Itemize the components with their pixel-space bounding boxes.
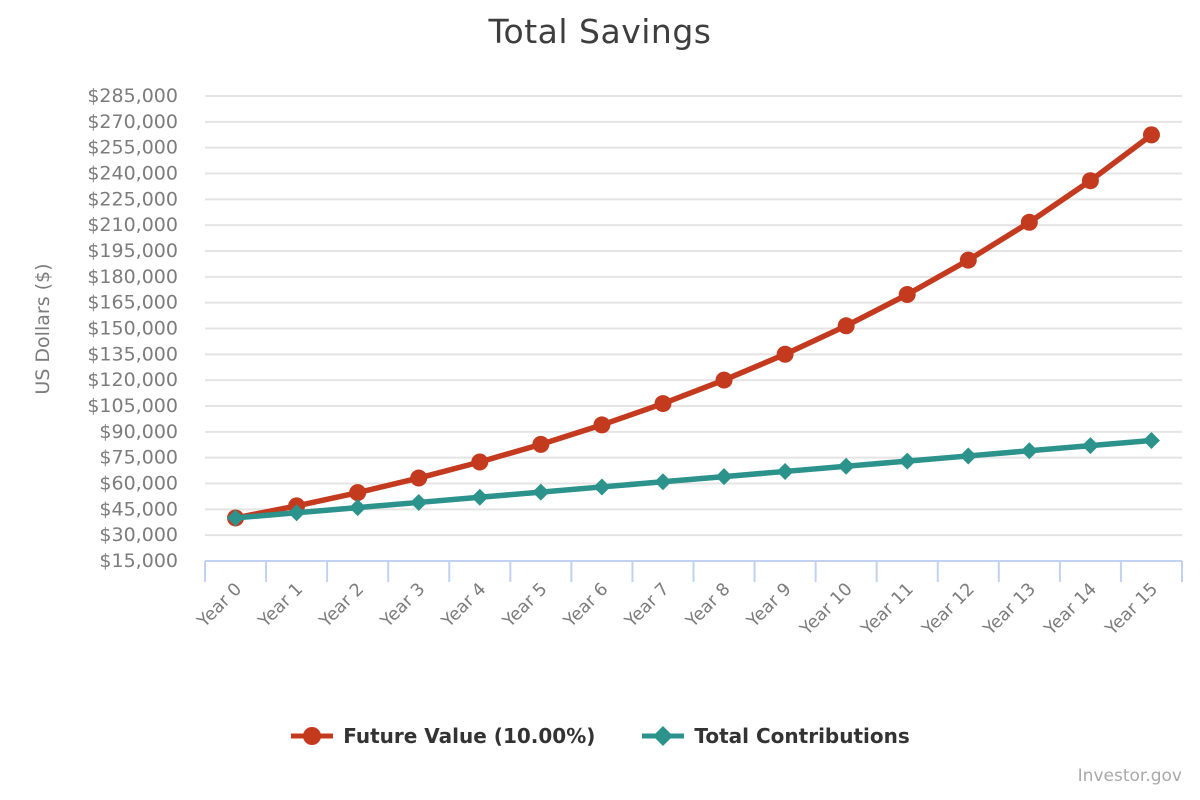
- data-point[interactable]: [471, 488, 489, 506]
- series-line-0: [232, 132, 1155, 521]
- circle-marker-icon: [303, 727, 322, 745]
- data-point[interactable]: [410, 493, 428, 511]
- x-axis-tick-label: Year 7: [621, 579, 674, 632]
- data-point[interactable]: [1020, 213, 1038, 231]
- y-axis-tick-label: $150,000: [87, 318, 178, 340]
- y-axis-tick-label: $270,000: [87, 111, 178, 133]
- x-axis-tick-label: Year 13: [979, 579, 1040, 640]
- legend-label-total-contributions: Total Contributions: [694, 724, 910, 748]
- x-axis-tick-label: Year 9: [743, 579, 796, 632]
- x-axis-tick-label: Year 5: [499, 579, 552, 632]
- data-point[interactable]: [349, 499, 367, 517]
- x-axis-tick-label: Year 2: [315, 579, 368, 632]
- x-axis-tick-label: Year 1: [254, 579, 307, 632]
- data-point[interactable]: [593, 416, 611, 434]
- data-point[interactable]: [654, 473, 672, 491]
- x-axis-tick-label: Year 11: [857, 579, 918, 640]
- y-axis-tick-label: $75,000: [99, 447, 178, 469]
- data-point[interactable]: [1142, 431, 1160, 449]
- data-point[interactable]: [715, 468, 733, 486]
- data-point[interactable]: [898, 452, 916, 470]
- data-point[interactable]: [837, 317, 855, 335]
- y-axis-tick-label: $210,000: [87, 214, 178, 236]
- x-axis-tick-label: Year 12: [918, 579, 979, 640]
- y-axis-tick-label: $90,000: [99, 421, 178, 443]
- x-axis-tick-label: Year 0: [193, 579, 246, 632]
- y-axis-tick-label: $165,000: [87, 292, 178, 314]
- x-axis-tick-label: Year 3: [376, 579, 429, 632]
- y-axis-tick-label: $45,000: [99, 498, 178, 520]
- data-point[interactable]: [349, 484, 367, 502]
- y-axis-tick-label: $225,000: [87, 188, 178, 210]
- data-point[interactable]: [1142, 126, 1160, 144]
- data-point[interactable]: [776, 345, 794, 363]
- data-point[interactable]: [1081, 437, 1099, 455]
- chart-title: Total Savings: [488, 12, 712, 51]
- data-point[interactable]: [227, 509, 245, 527]
- y-axis-tick-label: $255,000: [87, 137, 178, 159]
- data-point[interactable]: [532, 435, 550, 453]
- watermark: Investor.gov: [1077, 766, 1182, 786]
- data-point[interactable]: [959, 447, 977, 465]
- x-axis-tick-label: Year 14: [1040, 579, 1101, 640]
- x-axis-tick-label: Year 10: [796, 579, 857, 640]
- data-point[interactable]: [776, 462, 794, 480]
- x-axis-tick-label: Year 15: [1101, 579, 1162, 640]
- y-axis-tick-label: $30,000: [99, 524, 178, 546]
- data-point[interactable]: [654, 395, 672, 413]
- y-axis-tick-label: $135,000: [87, 343, 178, 365]
- data-point[interactable]: [593, 478, 611, 496]
- y-axis-tick-label: $240,000: [87, 163, 178, 185]
- data-point[interactable]: [959, 251, 977, 269]
- data-point[interactable]: [1020, 442, 1038, 460]
- x-axis-tick-label: Year 6: [560, 579, 613, 632]
- y-axis-tick-label: $180,000: [87, 266, 178, 288]
- data-point[interactable]: [898, 286, 916, 304]
- y-axis-tick-label: $120,000: [87, 369, 178, 391]
- y-axis-tick-label: $60,000: [99, 473, 178, 495]
- x-axis-tick-label: Year 4: [437, 579, 490, 632]
- legend: Future Value (10.00%) Total Contribution…: [0, 724, 1200, 748]
- legend-item-future-value[interactable]: Future Value (10.00%): [290, 724, 595, 748]
- data-point[interactable]: [532, 483, 550, 501]
- data-point[interactable]: [837, 457, 855, 475]
- legend-label-future-value: Future Value (10.00%): [343, 724, 596, 748]
- data-point[interactable]: [471, 453, 489, 471]
- diamond-marker-icon: [653, 726, 674, 746]
- y-axis-tick-label: $285,000: [87, 85, 178, 107]
- y-axis-tick-label: $195,000: [87, 240, 178, 262]
- line-diamond-marker-icon: [642, 726, 685, 746]
- y-axis-tick-label: $105,000: [87, 395, 178, 417]
- data-point[interactable]: [715, 371, 733, 389]
- line-circle-marker-icon: [291, 727, 334, 745]
- data-point[interactable]: [288, 504, 306, 522]
- data-point[interactable]: [1081, 172, 1099, 190]
- x-axis-tick-label: Year 8: [682, 579, 735, 632]
- legend-item-total-contributions[interactable]: Total Contributions: [641, 724, 910, 748]
- data-point[interactable]: [410, 469, 428, 487]
- y-axis-tick-label: $15,000: [99, 550, 178, 572]
- series-line-1: [232, 437, 1155, 521]
